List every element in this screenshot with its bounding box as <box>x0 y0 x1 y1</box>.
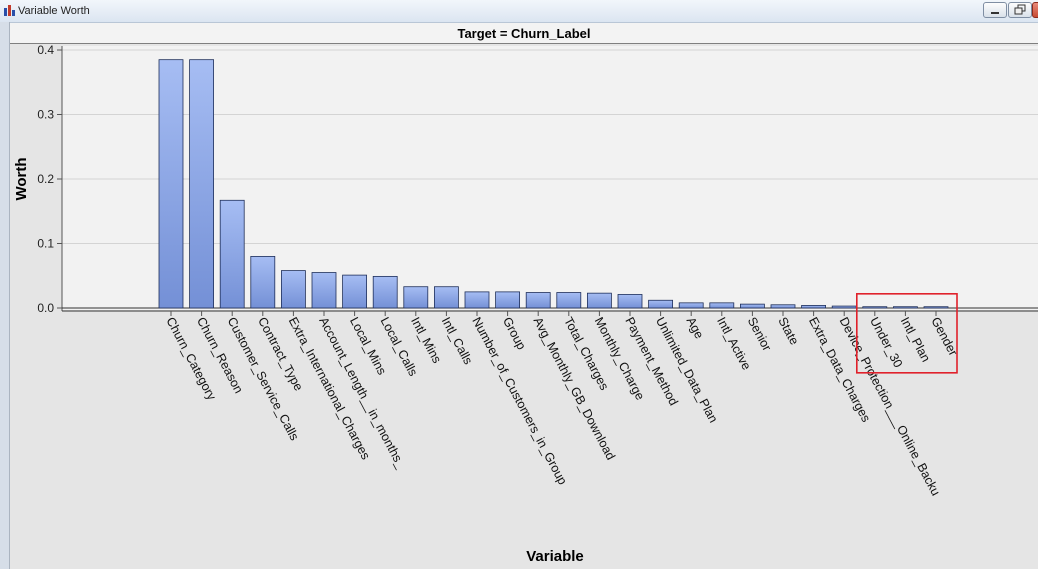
chart-panel: Target = Churn_Label 0.0 0.1 0.2 0.3 0.4 Wort… <box>10 23 1038 569</box>
bar[interactable] <box>801 305 826 309</box>
window-left-frame <box>0 22 10 569</box>
x-tick-label: Intl_Calls <box>439 315 476 367</box>
bar[interactable] <box>556 292 582 309</box>
bar[interactable] <box>709 302 735 309</box>
x-tick-label: Age <box>684 315 707 341</box>
restore-button[interactable] <box>1008 2 1032 18</box>
bar[interactable] <box>893 306 918 309</box>
x-tick-label: Senior <box>745 315 774 353</box>
bar[interactable] <box>617 294 643 309</box>
minimize-icon <box>991 12 999 14</box>
bar[interactable] <box>495 291 521 309</box>
bar[interactable] <box>403 286 429 309</box>
bar[interactable] <box>862 306 888 309</box>
bar[interactable] <box>372 275 398 309</box>
bar[interactable] <box>740 303 765 309</box>
highlight-box <box>855 293 958 374</box>
bar[interactable] <box>433 286 459 309</box>
y-tick-label: 0.1 <box>37 237 54 251</box>
y-tick-label: 0.4 <box>37 43 54 57</box>
chart-header: Target = Churn_Label <box>10 23 1038 44</box>
y-tick-label: 0.2 <box>37 172 54 186</box>
x-tick-label: Intl_Plan <box>898 315 933 365</box>
bar[interactable] <box>923 306 949 309</box>
title-bar: Variable Worth <box>0 0 1038 23</box>
bar[interactable] <box>311 272 337 309</box>
bar[interactable] <box>525 292 551 309</box>
bar[interactable] <box>678 302 704 309</box>
bar[interactable] <box>189 59 215 309</box>
y-tick-label: 0.0 <box>37 301 54 315</box>
minimize-button[interactable] <box>983 2 1007 18</box>
chart-app-icon <box>4 5 15 16</box>
x-axis-label: Variable <box>526 548 584 565</box>
bar[interactable] <box>250 255 276 309</box>
bar[interactable] <box>280 270 306 309</box>
bar[interactable] <box>587 292 612 309</box>
restore-icon <box>1014 4 1026 15</box>
bar[interactable] <box>342 274 368 309</box>
window-title: Variable Worth <box>18 5 90 17</box>
bar[interactable] <box>831 305 857 309</box>
bar[interactable] <box>158 59 184 309</box>
bar-chart: 0.00.10.20.30.4WorthChurn_CategoryChurn_… <box>13 43 1038 565</box>
bar[interactable] <box>648 299 673 309</box>
x-tick-label: Gender <box>928 315 960 358</box>
chart-title: Target = Churn_Label <box>457 26 591 41</box>
x-tick-label: Group <box>500 315 529 352</box>
bar[interactable] <box>464 291 490 309</box>
bar[interactable] <box>219 199 245 309</box>
x-tick-label: State <box>775 315 801 347</box>
y-axis-label: Worth <box>13 157 30 200</box>
close-button[interactable] <box>1032 2 1038 18</box>
y-tick-label: 0.3 <box>37 108 54 122</box>
bar[interactable] <box>770 304 796 309</box>
